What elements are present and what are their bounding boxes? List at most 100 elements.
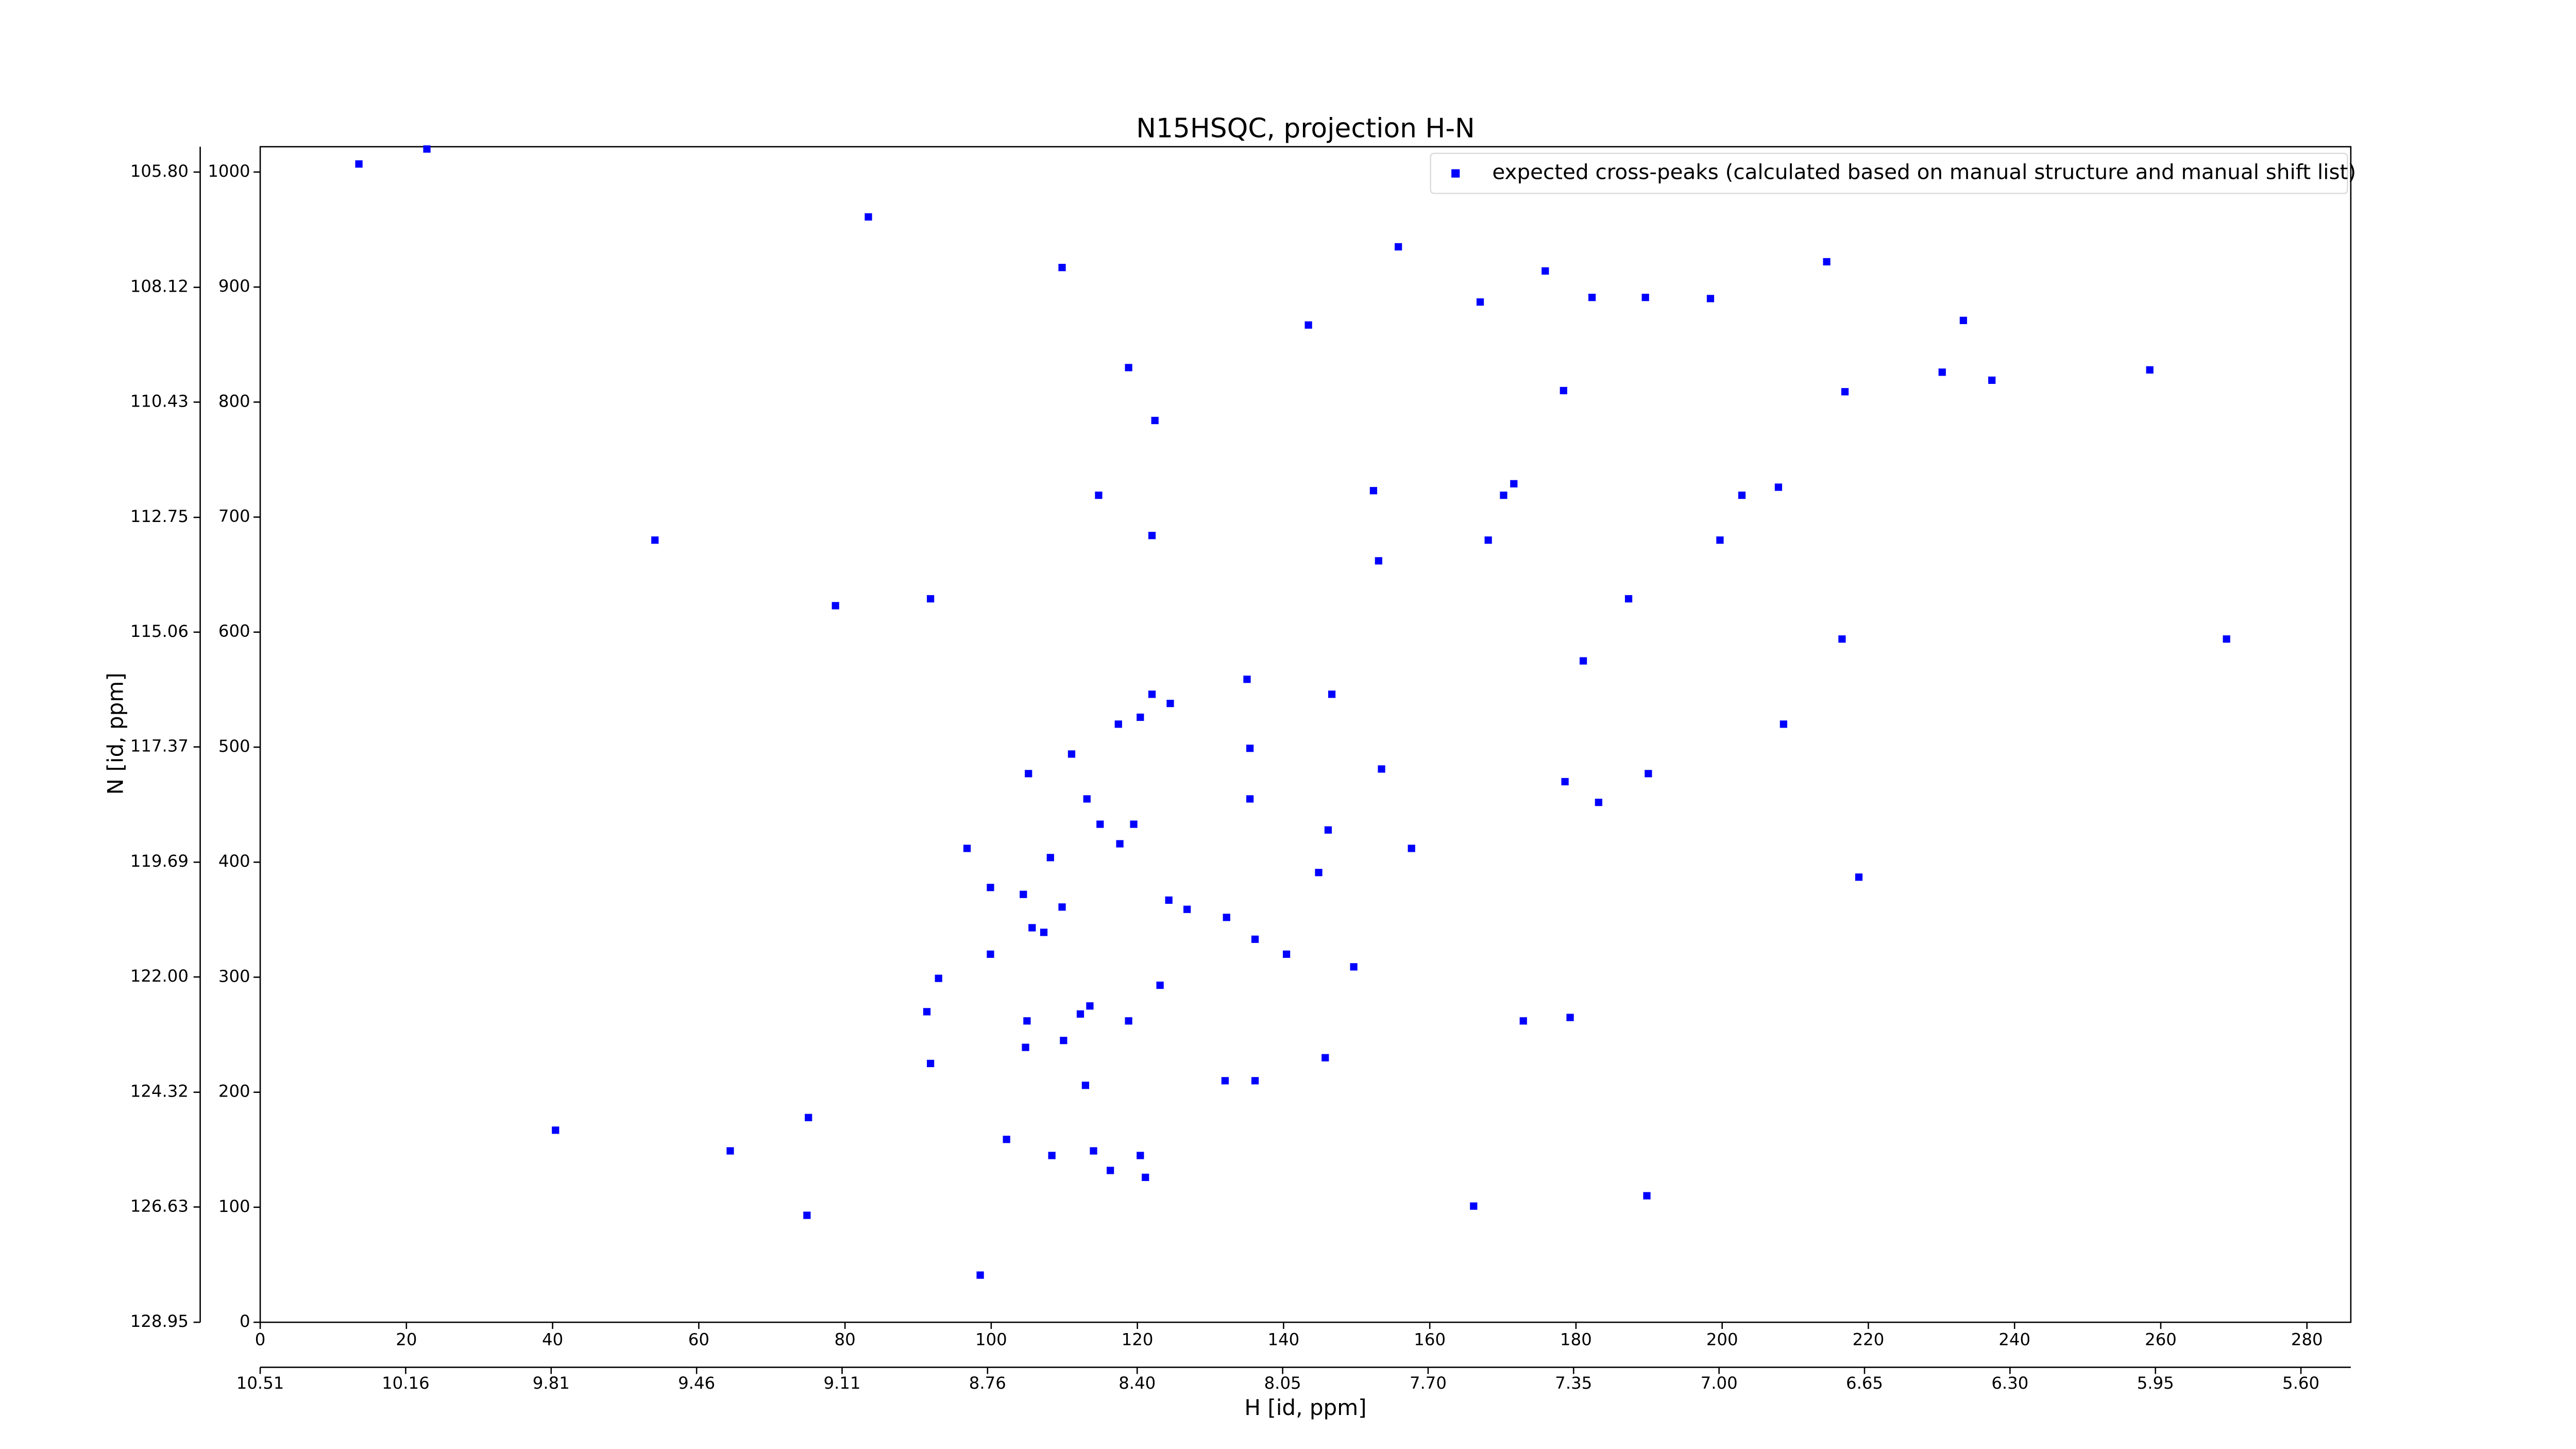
y-tick-label: 0 <box>240 1311 250 1331</box>
cross-peak <box>1156 981 1164 989</box>
x-tick-label: 260 <box>2145 1330 2177 1350</box>
x-tick-label: 160 <box>1414 1330 1446 1350</box>
cross-peak <box>1738 491 1746 499</box>
cross-peak <box>1076 1010 1084 1018</box>
x-tick-label: 280 <box>2291 1330 2323 1350</box>
cross-peak <box>1058 264 1066 272</box>
cross-peak <box>1151 416 1159 425</box>
y2-tick-label: 124.32 <box>130 1082 189 1101</box>
cross-peak <box>1595 798 1603 806</box>
cross-peak <box>1096 820 1104 828</box>
x-tick-label: 0 <box>255 1330 266 1350</box>
x2-tick-label: 7.70 <box>1410 1373 1447 1393</box>
cross-peak <box>1823 258 1831 266</box>
cross-peak <box>1058 903 1066 911</box>
cross-peak <box>2223 635 2230 643</box>
cross-peak <box>1328 690 1336 698</box>
cross-peak <box>1046 854 1054 862</box>
cross-peak <box>1780 720 1788 728</box>
cross-peak <box>1060 1037 1067 1044</box>
cross-peak <box>927 595 935 603</box>
cross-peak <box>1251 935 1259 943</box>
cross-peak <box>1841 388 1849 396</box>
cross-peak <box>1500 491 1507 499</box>
x2-tick-label: 8.05 <box>1264 1373 1301 1393</box>
cross-peak <box>1476 298 1484 306</box>
y2-tick-label: 112.75 <box>130 507 189 526</box>
y2-tick-label: 110.43 <box>130 391 189 411</box>
x2-tick-label: 7.00 <box>1701 1373 1738 1393</box>
legend-label: expected cross-peaks (calculated based o… <box>1492 160 2356 184</box>
cross-peak <box>1243 676 1251 683</box>
cross-peak <box>726 1147 734 1155</box>
cross-peak <box>1221 1077 1229 1085</box>
x-tick-label: 20 <box>396 1330 417 1350</box>
cross-peak <box>1375 557 1382 565</box>
cross-peak <box>1148 690 1156 698</box>
y2-tick-label: 122.00 <box>130 966 189 986</box>
cross-peak <box>1166 700 1174 707</box>
x-tick-label: 200 <box>1706 1330 1738 1350</box>
cross-peak <box>1321 1054 1329 1062</box>
cross-peak <box>1023 1017 1031 1025</box>
x2-tick-label: 7.35 <box>1555 1373 1592 1393</box>
x2-tick-label: 9.81 <box>533 1373 570 1393</box>
cross-peak <box>1641 294 1649 301</box>
x2-tick-label: 5.60 <box>2282 1373 2319 1393</box>
cross-peak <box>1378 765 1385 773</box>
y2-tick-label: 115.06 <box>130 621 189 641</box>
x-tick-label: 80 <box>835 1330 856 1350</box>
cross-peak <box>1107 1167 1114 1174</box>
cross-peak <box>1304 321 1312 329</box>
cross-peak <box>987 884 994 891</box>
y2-tick-label: 108.12 <box>130 277 189 296</box>
x2-tick-label: 8.76 <box>969 1373 1006 1393</box>
cross-peak <box>1484 536 1492 544</box>
y-tick-label: 300 <box>218 966 250 986</box>
x-tick-label: 60 <box>688 1330 709 1350</box>
cross-peak <box>1408 845 1415 852</box>
cross-peak <box>963 845 971 852</box>
cross-peak <box>651 536 659 544</box>
y2-tick-label: 119.69 <box>130 851 189 871</box>
cross-peak <box>1090 1147 1097 1155</box>
cross-peak <box>1510 480 1518 487</box>
cross-peak <box>1223 914 1230 921</box>
cross-peak <box>1125 1017 1132 1025</box>
cross-peak <box>1645 770 1652 778</box>
legend-marker <box>1451 169 1460 178</box>
cross-peak <box>1003 1136 1010 1143</box>
cross-peak <box>1324 826 1332 834</box>
cross-peak <box>1165 896 1173 904</box>
cross-peak <box>1183 905 1191 913</box>
cross-peak <box>1251 1077 1259 1085</box>
cross-peak <box>1350 963 1358 971</box>
cross-peak <box>1081 1082 1090 1089</box>
cross-peak <box>1282 950 1291 958</box>
cross-peak <box>423 145 431 153</box>
cross-peak <box>1148 532 1156 540</box>
y-tick-label: 800 <box>218 391 250 411</box>
y2-tick-label: 128.95 <box>130 1311 189 1331</box>
cross-peak <box>1369 487 1378 495</box>
y-axis-label: N [id, ppm] <box>103 672 128 795</box>
plot-frame <box>259 146 2352 1323</box>
cross-peak <box>1083 795 1091 803</box>
cross-peak <box>1588 294 1596 301</box>
cross-peak <box>355 160 363 168</box>
cross-peak <box>552 1126 560 1134</box>
x-tick-label: 240 <box>1998 1330 2030 1350</box>
cross-peak <box>1315 869 1323 877</box>
cross-peak <box>1025 770 1032 778</box>
cross-peak <box>976 1271 984 1279</box>
y2-tick-label: 126.63 <box>130 1196 189 1216</box>
x-tick-label: 120 <box>1122 1330 1154 1350</box>
x-tick-label: 40 <box>542 1330 563 1350</box>
x2-tick-label: 6.65 <box>1846 1373 1883 1393</box>
cross-peak <box>1643 1192 1651 1200</box>
cross-peak <box>1116 840 1124 848</box>
cross-peak <box>1067 750 1076 758</box>
cross-peak <box>1028 924 1036 932</box>
cross-peak <box>805 1114 812 1121</box>
